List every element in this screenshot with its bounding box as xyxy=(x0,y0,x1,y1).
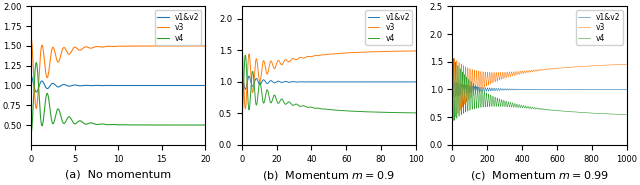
X-axis label: (c)  Momentum $m = 0.99$: (c) Momentum $m = 0.99$ xyxy=(470,169,609,182)
X-axis label: (b)  Momentum $m = 0.9$: (b) Momentum $m = 0.9$ xyxy=(262,169,396,182)
Legend: v1&v2, v3, v4: v1&v2, v3, v4 xyxy=(576,10,623,45)
X-axis label: (a)  No momentum: (a) No momentum xyxy=(65,169,172,179)
Legend: v1&v2, v3, v4: v1&v2, v3, v4 xyxy=(365,10,412,45)
Legend: v1&v2, v3, v4: v1&v2, v3, v4 xyxy=(155,10,202,45)
